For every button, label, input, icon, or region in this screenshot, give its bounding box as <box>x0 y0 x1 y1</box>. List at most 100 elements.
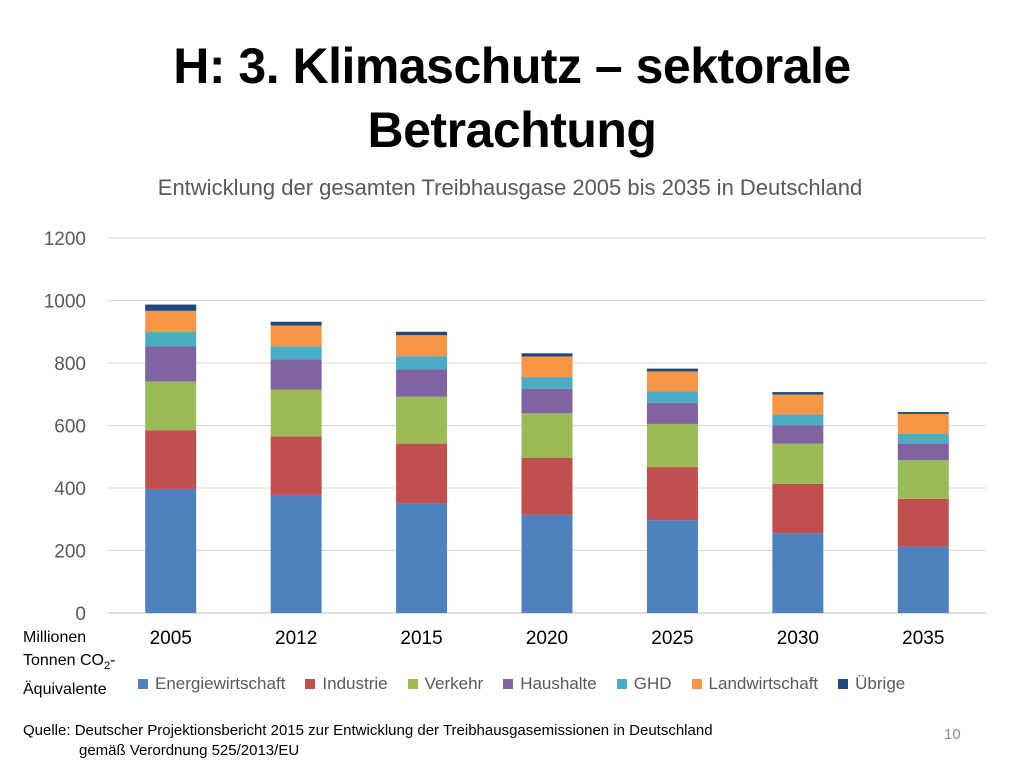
y-unit-line1: Millionen <box>23 629 87 646</box>
source-line1: Quelle: Deutscher Projektionsbericht 201… <box>23 722 713 739</box>
y-tick-label: 1200 <box>44 229 86 250</box>
bar-segment-ghd-2005 <box>145 332 197 347</box>
bars <box>145 304 949 613</box>
bar-segment-haushalte-2025 <box>646 402 698 424</box>
legend-swatch <box>691 679 702 689</box>
page-number: 10 <box>944 726 961 743</box>
slide-title-line2: Betrachtung <box>367 102 657 158</box>
bar-segment-industrie-2015 <box>396 443 448 504</box>
bar-segment-ghd-2012 <box>270 346 322 360</box>
bar-segment-übrige-2020 <box>521 353 573 357</box>
y-axis-unit-label: Millionen Tonnen CO2- Äquivalente <box>23 626 115 701</box>
legend-label: Landwirtschaft <box>708 674 819 693</box>
legend-label: Haushalte <box>520 674 597 693</box>
x-tick-label: 2025 <box>651 628 693 649</box>
bar-segment-übrige-2035 <box>897 412 949 414</box>
bar-segment-haushalte-2020 <box>521 388 573 414</box>
bar-segment-verkehr-2025 <box>646 423 698 468</box>
bar-segment-landwirtschaft-2012 <box>270 325 322 347</box>
bar-segment-haushalte-2015 <box>396 369 448 397</box>
bar-segment-industrie-2025 <box>646 467 698 521</box>
x-tick-label: 2030 <box>777 628 819 649</box>
bar-segment-haushalte-2030 <box>772 425 824 444</box>
x-tick-label: 2012 <box>275 628 317 649</box>
bar-segment-haushalte-2005 <box>145 346 197 382</box>
legend-label: Industrie <box>322 674 388 693</box>
bar-segment-ghd-2015 <box>396 356 448 370</box>
legend-swatch <box>407 679 418 689</box>
bar-segment-landwirtschaft-2020 <box>521 356 573 378</box>
chart-title: Entwicklung der gesamten Treibhausgase 2… <box>157 175 863 200</box>
bar-segment-landwirtschaft-2025 <box>646 371 698 392</box>
bar-segment-verkehr-2005 <box>145 381 197 431</box>
y-unit-line3: Äquivalente <box>23 681 107 699</box>
legend-swatch <box>305 679 316 689</box>
bar-segment-verkehr-2035 <box>897 460 949 499</box>
legend-label: Übrige <box>855 674 906 693</box>
x-tick-label: 2015 <box>400 628 442 649</box>
bar-segment-landwirtschaft-2030 <box>772 394 824 415</box>
bar-segment-energiewirtschaft-2025 <box>646 520 698 613</box>
legend-item: Übrige <box>838 674 905 694</box>
legend-label: Verkehr <box>424 674 484 693</box>
legend-label: Energiewirtschaft <box>155 674 286 693</box>
bar-segment-übrige-2015 <box>396 331 448 336</box>
bar-segment-übrige-2025 <box>646 368 698 372</box>
stacked-bar-chart: 0 200 400 600 800 1000 1200 2005 2012 2015 2020 202… <box>44 229 986 649</box>
legend-swatch <box>616 679 627 689</box>
bar-segment-landwirtschaft-2005 <box>145 310 197 333</box>
legend-item: Landwirtschaft <box>691 674 819 694</box>
bar-segment-energiewirtschaft-2005 <box>145 488 197 613</box>
bar-segment-industrie-2005 <box>145 430 197 489</box>
bar-segment-energiewirtschaft-2012 <box>270 494 322 613</box>
legend-item: Industrie <box>305 674 388 694</box>
bar-segment-haushalte-2012 <box>270 359 322 390</box>
x-tick-label: 2020 <box>526 628 568 649</box>
legend-swatch <box>138 679 148 689</box>
y-tick-label: 600 <box>54 417 86 438</box>
legend-item: Haushalte <box>503 674 597 694</box>
slide-title: H: 3. Klimaschutz – sektorale Betrachtun… <box>0 34 1024 162</box>
y-tick-label: 1000 <box>44 292 86 313</box>
y-tick-label: 400 <box>54 479 86 500</box>
chart-legend: Energiewirtschaft Industrie Verkehr Haushal… <box>138 672 925 696</box>
bar-segment-energiewirtschaft-2020 <box>521 514 573 613</box>
bar-segment-ghd-2030 <box>772 414 824 426</box>
bar-segment-verkehr-2015 <box>396 396 448 444</box>
bar-segment-übrige-2005 <box>145 304 197 311</box>
bar-segment-übrige-2030 <box>772 392 824 395</box>
source-line2: gemäß Verordnung 525/2013/EU <box>79 742 300 759</box>
bar-segment-verkehr-2012 <box>270 389 322 437</box>
bar-segment-landwirtschaft-2015 <box>396 335 448 357</box>
bar-segment-landwirtschaft-2035 <box>897 413 949 434</box>
bar-segment-energiewirtschaft-2015 <box>396 503 448 613</box>
bar-segment-übrige-2012 <box>270 321 322 326</box>
bar-segment-verkehr-2020 <box>521 413 573 458</box>
x-tick-label: 2035 <box>902 628 944 649</box>
y-tick-label: 200 <box>54 542 86 563</box>
legend-item: Energiewirtschaft <box>138 674 285 694</box>
legend-swatch <box>838 679 849 689</box>
x-tick-label: 2005 <box>150 628 192 649</box>
bar-segment-industrie-2035 <box>897 498 949 547</box>
axis-ticks: 0 200 400 600 800 1000 1200 2005 2012 2015 2020 202… <box>44 229 945 649</box>
bar-segment-ghd-2020 <box>521 377 573 389</box>
bar-segment-industrie-2020 <box>521 458 573 515</box>
bar-segment-ghd-2035 <box>897 433 949 444</box>
bar-segment-energiewirtschaft-2035 <box>897 546 949 613</box>
slide-title-line1: H: 3. Klimaschutz – sektorale <box>173 38 851 94</box>
legend-label: GHD <box>633 674 672 693</box>
legend-swatch <box>503 679 514 689</box>
legend-item: GHD <box>616 674 672 694</box>
bar-segment-haushalte-2035 <box>897 443 949 461</box>
bar-segment-verkehr-2030 <box>772 443 824 484</box>
y-tick-label: 0 <box>75 604 86 625</box>
bar-segment-industrie-2030 <box>772 483 824 534</box>
source-note: Quelle: Deutscher Projektionsbericht 201… <box>23 721 713 761</box>
y-unit-line2: Tonnen CO2- <box>23 652 116 673</box>
bar-segment-industrie-2012 <box>270 436 322 495</box>
y-tick-label: 800 <box>54 354 86 375</box>
bar-segment-ghd-2025 <box>646 391 698 403</box>
bar-segment-energiewirtschaft-2030 <box>772 533 824 613</box>
legend-item: Verkehr <box>407 674 484 694</box>
